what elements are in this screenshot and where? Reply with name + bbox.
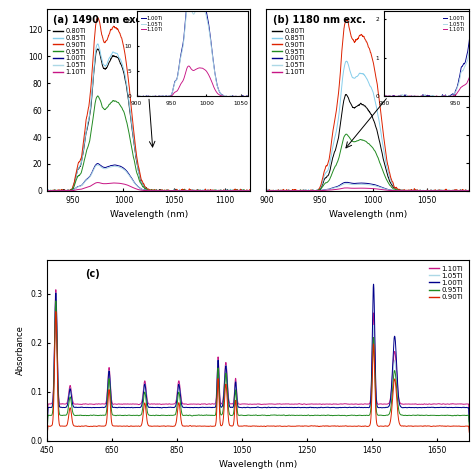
Text: (c): (c) [85, 269, 100, 279]
Legend: 0.80Ti, 0.85Ti, 0.90Ti, 0.95Ti, 1.00Ti, 1.05Ti, 1.10Ti: 0.80Ti, 0.85Ti, 0.90Ti, 0.95Ti, 1.00Ti, … [270, 26, 308, 78]
X-axis label: Wavelength (nm): Wavelength (nm) [219, 460, 298, 469]
Y-axis label: Absorbance: Absorbance [16, 325, 25, 375]
Text: (a) 1490 nm exc.: (a) 1490 nm exc. [54, 15, 146, 25]
X-axis label: Wavelength (nm): Wavelength (nm) [329, 210, 407, 219]
Legend: 1.10Ti, 1.05Ti, 1.00Ti, 0.95Ti, 0.90Ti: 1.10Ti, 1.05Ti, 1.00Ti, 0.95Ti, 0.90Ti [426, 263, 466, 303]
X-axis label: Wavelength (nm): Wavelength (nm) [109, 210, 188, 219]
Legend: 0.80Ti, 0.85Ti, 0.90Ti, 0.95Ti, 1.00Ti, 1.05Ti, 1.10Ti: 0.80Ti, 0.85Ti, 0.90Ti, 0.95Ti, 1.00Ti, … [51, 26, 89, 78]
Text: (b) 1180 nm exc.: (b) 1180 nm exc. [273, 15, 365, 25]
